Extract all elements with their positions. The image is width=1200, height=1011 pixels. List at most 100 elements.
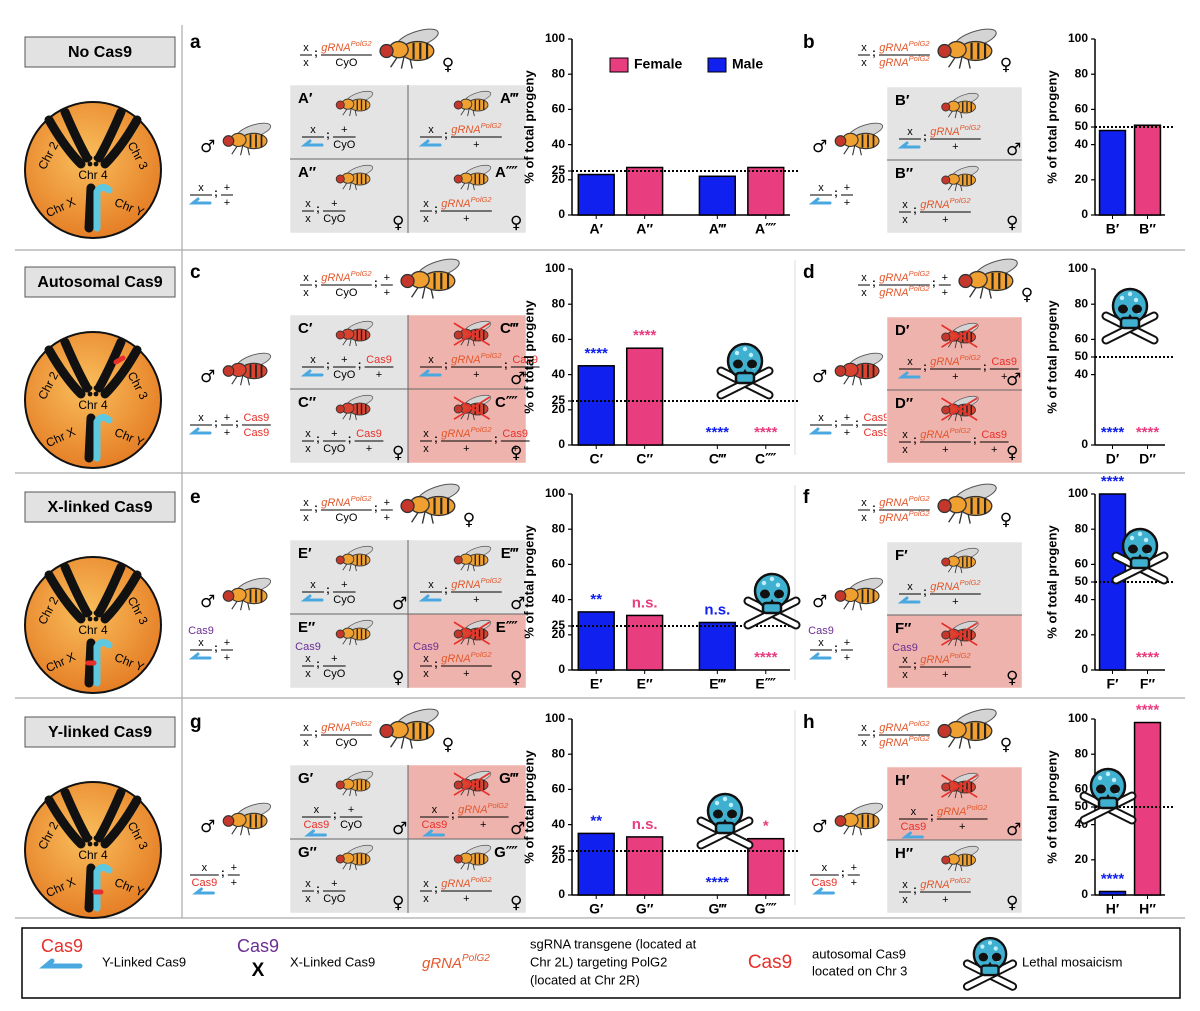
genotype-text: x (310, 124, 316, 136)
genotype-text: x (861, 42, 867, 54)
significance: * (763, 818, 769, 835)
fly-icon (937, 708, 997, 749)
skull-icon (1079, 767, 1137, 825)
genotype-text: x (822, 862, 828, 874)
skull-icon (1101, 287, 1159, 345)
allele: Cas9 (512, 354, 538, 366)
fly-leg (349, 563, 352, 572)
genotype-text: + (512, 443, 518, 455)
significance: **** (1101, 870, 1125, 887)
genotype-text: x (305, 653, 311, 665)
skull-spot (775, 582, 781, 588)
genotype-text: x (861, 497, 867, 509)
panel-letter: a (190, 32, 201, 53)
legend-label: Chr 2L) targeting PolG2 (530, 954, 667, 969)
y-chromosome (808, 427, 832, 435)
offspring-box (886, 614, 1023, 689)
separator: ; (214, 642, 218, 654)
genotype-text: gRNAPolG2 (321, 719, 372, 734)
separator: ; (983, 361, 987, 373)
skull-nose (769, 599, 775, 603)
fly-leg (852, 375, 856, 386)
significance: **** (754, 649, 778, 666)
skull-spot (987, 940, 993, 945)
sex-symbol: ♂ (812, 367, 827, 387)
fly-leg (467, 788, 470, 797)
fly-head (834, 135, 847, 147)
allele-superscript: PolG2 (487, 801, 509, 810)
allele-superscript: PolG2 (351, 269, 373, 278)
genotype-text: gRNAPolG2 (441, 650, 492, 665)
separator: ; (316, 433, 320, 445)
fly-icon (335, 619, 374, 646)
x-tick-label: B″ (1139, 221, 1156, 237)
skull-jaw (980, 964, 1000, 977)
genotype-text: x (305, 443, 311, 455)
separator: ; (434, 203, 438, 215)
skull-spot (1111, 777, 1117, 783)
separator: ; (834, 187, 838, 199)
fly-head (834, 590, 847, 602)
genotype-text: CyO (335, 57, 357, 69)
genotype-text: x (907, 356, 913, 368)
fly-head (941, 102, 951, 112)
skull-icon (743, 572, 801, 630)
skull-nose (1137, 554, 1143, 558)
offspring-label: A″ (298, 164, 316, 181)
genotype-text: + (991, 444, 997, 456)
genotype-text: + (224, 652, 230, 664)
sex-symbol: ♀ (442, 735, 454, 755)
skull-eye (760, 589, 770, 599)
sex-symbol: ♀ (442, 55, 454, 75)
genotype-text: gRNAPolG2 (879, 734, 930, 749)
fly-leg (349, 862, 352, 871)
genotype-text: x (902, 214, 908, 226)
skull-eye (991, 952, 1002, 962)
genotype-text: gRNAPolG2 (879, 54, 930, 69)
panel-letter: f (803, 487, 810, 508)
genotype-text: gRNAPolG2 (930, 123, 981, 138)
sex-symbol: ♂ (1006, 370, 1021, 390)
chromosome-4 (87, 385, 93, 391)
fly-icon (400, 258, 460, 299)
allele: Cas9 (808, 625, 834, 637)
genotype-text: x (902, 669, 908, 681)
genotype-text: gRNAPolG2 (920, 876, 971, 891)
genotype-text: + (942, 669, 948, 681)
genotype-text: + (384, 287, 390, 299)
panel-letter: g (190, 712, 202, 733)
y-tick-label: 40 (1075, 367, 1089, 381)
y-tick-label: 100 (1068, 261, 1088, 275)
genotype-text: Cas9 (192, 877, 218, 889)
genotype-text: + (231, 877, 237, 889)
sex-symbol: ♀ (392, 893, 404, 913)
fly-head (335, 780, 345, 790)
allele-superscript: PolG2 (960, 123, 982, 132)
offspring-label: D′ (895, 322, 910, 339)
genotype-text: gRNAPolG2 (451, 576, 502, 591)
y-tick-label: 20 (552, 402, 566, 416)
allele: gRNA (937, 806, 966, 818)
x-tick-label: G‴ (709, 901, 728, 917)
legend-swatch (707, 57, 727, 73)
fly-icon (335, 545, 374, 572)
genotype-text: Cas9 (422, 819, 448, 831)
separator: ; (214, 187, 218, 199)
genotype-text: + (331, 653, 337, 665)
fly-head (941, 782, 951, 792)
y-tick-label: 100 (1068, 486, 1088, 500)
fly-icon (335, 770, 374, 797)
row-label-box (24, 266, 176, 298)
fly-head (834, 815, 847, 827)
fly-icon (453, 844, 492, 871)
chromosome-4 (87, 835, 93, 841)
genotype-text: x (428, 579, 434, 591)
skull-eye (713, 809, 723, 819)
allele: gRNA (321, 497, 350, 509)
sex-symbol: ♂ (392, 819, 407, 839)
sex-symbol: ♂ (1006, 820, 1021, 840)
y-tick-label: 40 (1075, 137, 1089, 151)
allele: gRNA (441, 878, 470, 890)
chromosome-4 (93, 835, 99, 841)
lethal-cross (941, 324, 978, 348)
